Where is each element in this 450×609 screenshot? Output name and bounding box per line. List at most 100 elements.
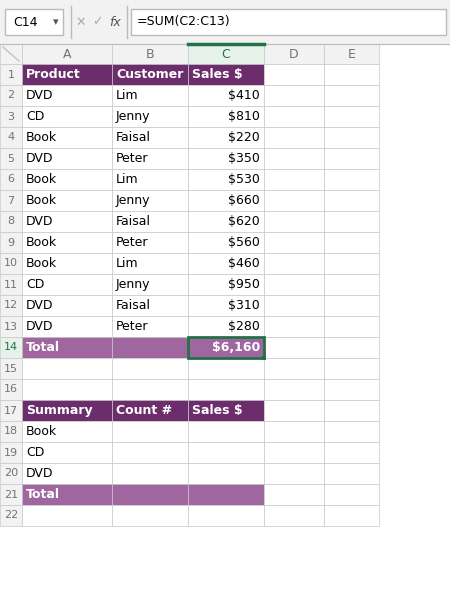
- Bar: [264, 295, 324, 316]
- Bar: [264, 190, 324, 211]
- Bar: [324, 505, 379, 526]
- Bar: [264, 127, 324, 148]
- Bar: [112, 295, 188, 316]
- Text: 5: 5: [8, 153, 14, 163]
- Text: 2: 2: [8, 91, 14, 100]
- Text: Book: Book: [26, 425, 57, 438]
- Bar: [324, 421, 379, 442]
- Text: Book: Book: [26, 173, 57, 186]
- Text: 3: 3: [8, 111, 14, 122]
- Text: 13: 13: [4, 322, 18, 331]
- Text: $310: $310: [228, 299, 260, 312]
- Text: 12: 12: [4, 300, 18, 311]
- Bar: [188, 169, 264, 190]
- Bar: [188, 400, 264, 421]
- Text: 14: 14: [4, 342, 18, 353]
- Text: $6,160: $6,160: [212, 341, 260, 354]
- Bar: [324, 85, 379, 106]
- Text: $950: $950: [228, 278, 260, 291]
- Bar: [188, 85, 264, 106]
- Bar: [324, 44, 379, 64]
- Bar: [112, 358, 188, 379]
- Bar: [22, 484, 112, 505]
- Bar: [188, 64, 264, 85]
- Bar: [112, 316, 188, 337]
- Bar: [112, 106, 188, 127]
- Bar: [22, 232, 112, 253]
- Bar: [22, 85, 112, 106]
- Text: 7: 7: [8, 195, 14, 205]
- Bar: [188, 232, 264, 253]
- Bar: [22, 358, 112, 379]
- Bar: [264, 463, 324, 484]
- Bar: [131, 9, 446, 35]
- Bar: [188, 106, 264, 127]
- Text: Book: Book: [26, 257, 57, 270]
- Bar: [0, 190, 22, 211]
- Bar: [324, 190, 379, 211]
- Bar: [264, 148, 324, 169]
- Bar: [0, 400, 22, 421]
- Bar: [22, 400, 112, 421]
- Bar: [324, 484, 379, 505]
- Bar: [22, 316, 112, 337]
- Bar: [0, 442, 22, 463]
- Bar: [324, 400, 379, 421]
- Bar: [0, 358, 22, 379]
- Bar: [324, 316, 379, 337]
- Text: Jenny: Jenny: [116, 194, 150, 207]
- Bar: [112, 44, 188, 64]
- Text: E: E: [347, 48, 356, 60]
- Bar: [22, 64, 112, 85]
- Text: DVD: DVD: [26, 299, 54, 312]
- Bar: [188, 337, 264, 358]
- Text: Peter: Peter: [116, 236, 148, 249]
- Bar: [22, 274, 112, 295]
- Bar: [188, 44, 264, 64]
- Text: fx: fx: [109, 15, 121, 29]
- Text: Book: Book: [26, 194, 57, 207]
- Text: 22: 22: [4, 510, 18, 521]
- Text: $280: $280: [228, 320, 260, 333]
- Text: $660: $660: [228, 194, 260, 207]
- Bar: [188, 442, 264, 463]
- Bar: [112, 400, 188, 421]
- Bar: [0, 253, 22, 274]
- Bar: [264, 442, 324, 463]
- Text: 20: 20: [4, 468, 18, 479]
- Text: =SUM(C2:C13): =SUM(C2:C13): [137, 15, 230, 29]
- Text: 15: 15: [4, 364, 18, 373]
- Text: $530: $530: [228, 173, 260, 186]
- Bar: [188, 358, 264, 379]
- Text: 9: 9: [8, 238, 14, 247]
- Text: C14: C14: [13, 15, 37, 29]
- Text: DVD: DVD: [26, 89, 54, 102]
- Text: Total: Total: [26, 488, 60, 501]
- Bar: [324, 358, 379, 379]
- Text: $810: $810: [228, 110, 260, 123]
- Text: 21: 21: [4, 490, 18, 499]
- Bar: [188, 274, 264, 295]
- Text: Faisal: Faisal: [116, 299, 151, 312]
- Text: 11: 11: [4, 280, 18, 289]
- Text: DVD: DVD: [26, 215, 54, 228]
- Bar: [0, 316, 22, 337]
- Bar: [188, 379, 264, 400]
- Text: Lim: Lim: [116, 257, 139, 270]
- Bar: [264, 316, 324, 337]
- Bar: [324, 463, 379, 484]
- Bar: [264, 358, 324, 379]
- Bar: [22, 295, 112, 316]
- Text: 4: 4: [8, 133, 14, 143]
- Text: CD: CD: [26, 446, 45, 459]
- Bar: [22, 106, 112, 127]
- Text: 8: 8: [8, 217, 14, 227]
- Bar: [0, 44, 22, 64]
- Bar: [188, 295, 264, 316]
- Bar: [188, 505, 264, 526]
- Text: DVD: DVD: [26, 467, 54, 480]
- Text: $410: $410: [228, 89, 260, 102]
- Bar: [324, 442, 379, 463]
- Bar: [0, 463, 22, 484]
- Bar: [0, 0, 450, 44]
